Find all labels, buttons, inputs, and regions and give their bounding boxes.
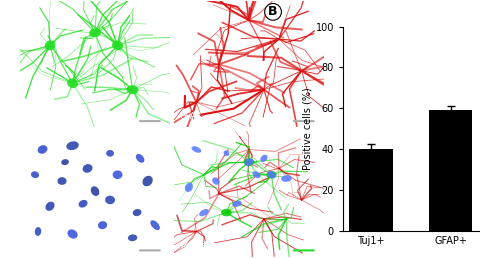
Ellipse shape bbox=[112, 41, 123, 50]
Ellipse shape bbox=[67, 78, 78, 88]
Y-axis label: Positive cells (%): Positive cells (%) bbox=[302, 87, 312, 170]
Ellipse shape bbox=[68, 229, 78, 239]
Ellipse shape bbox=[35, 227, 41, 236]
Ellipse shape bbox=[185, 183, 193, 192]
Ellipse shape bbox=[267, 171, 276, 179]
Ellipse shape bbox=[61, 159, 69, 165]
Ellipse shape bbox=[232, 201, 241, 207]
Ellipse shape bbox=[244, 158, 254, 166]
Ellipse shape bbox=[105, 196, 115, 204]
Text: B: B bbox=[268, 5, 278, 18]
Ellipse shape bbox=[78, 200, 88, 208]
Text: Tuj1: Tuj1 bbox=[26, 112, 43, 121]
Bar bbox=[349, 149, 393, 231]
Ellipse shape bbox=[31, 171, 39, 178]
Ellipse shape bbox=[252, 171, 260, 178]
Text: Hoechst: Hoechst bbox=[26, 241, 60, 251]
Ellipse shape bbox=[260, 155, 268, 162]
Ellipse shape bbox=[281, 175, 292, 182]
Bar bbox=[428, 110, 472, 231]
Ellipse shape bbox=[38, 145, 48, 154]
Ellipse shape bbox=[66, 141, 79, 150]
Ellipse shape bbox=[192, 146, 201, 153]
Ellipse shape bbox=[89, 28, 101, 37]
Ellipse shape bbox=[44, 41, 56, 50]
Ellipse shape bbox=[128, 235, 138, 241]
Ellipse shape bbox=[91, 186, 100, 196]
Ellipse shape bbox=[199, 209, 208, 216]
Ellipse shape bbox=[112, 171, 122, 179]
Text: GFAP: GFAP bbox=[180, 112, 202, 121]
Ellipse shape bbox=[212, 177, 220, 185]
Ellipse shape bbox=[244, 158, 254, 166]
Text: Merge: Merge bbox=[180, 241, 206, 251]
Ellipse shape bbox=[98, 221, 107, 229]
Ellipse shape bbox=[142, 176, 153, 186]
Ellipse shape bbox=[221, 209, 232, 216]
Ellipse shape bbox=[266, 171, 276, 179]
Ellipse shape bbox=[106, 150, 114, 157]
Ellipse shape bbox=[150, 220, 160, 230]
Ellipse shape bbox=[136, 154, 144, 163]
Ellipse shape bbox=[126, 85, 138, 94]
Ellipse shape bbox=[82, 164, 92, 173]
Ellipse shape bbox=[58, 177, 66, 185]
Ellipse shape bbox=[46, 202, 54, 211]
Ellipse shape bbox=[224, 150, 230, 156]
Ellipse shape bbox=[132, 209, 141, 216]
